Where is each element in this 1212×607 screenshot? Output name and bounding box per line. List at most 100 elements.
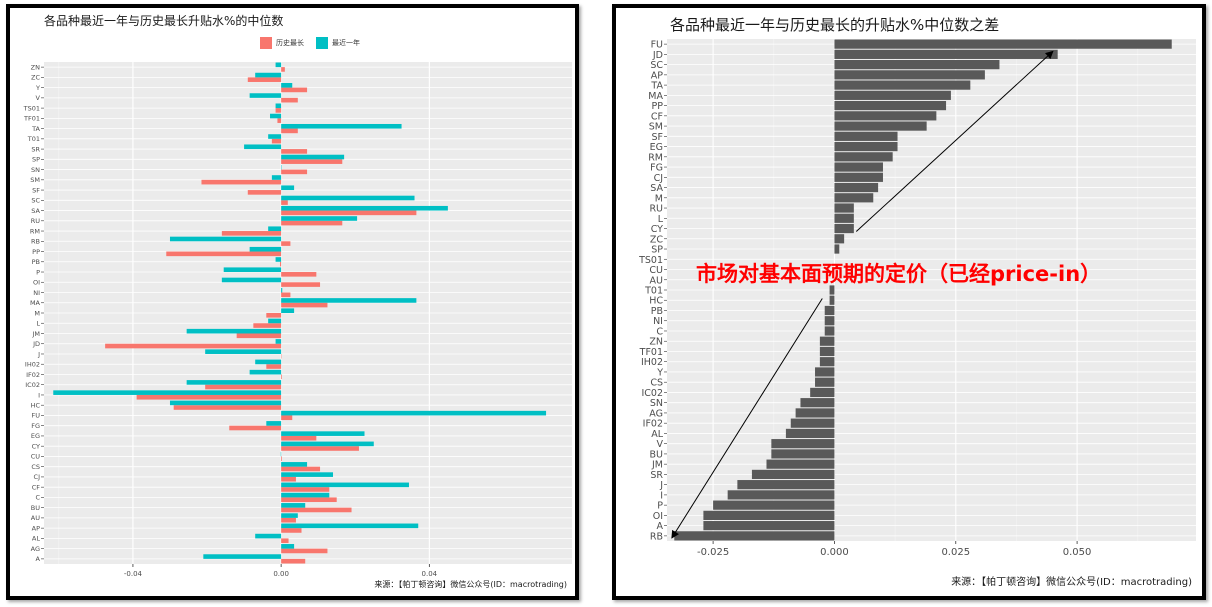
bar-diff-fg bbox=[834, 162, 883, 172]
right-category-label: ZN bbox=[649, 337, 663, 348]
bar-history-cs bbox=[281, 466, 321, 472]
right-category-label: JM bbox=[651, 460, 663, 471]
bar-diff-t01 bbox=[829, 285, 835, 295]
bar-diff-sf bbox=[834, 131, 898, 141]
left-chart-svg: -0.04 0.00 0.04 ZN ZC YV TS01 TF01 TA T01 SR SP SN SM… bbox=[23, 62, 572, 578]
bar-history-m bbox=[266, 313, 282, 318]
bar-recent-ta bbox=[281, 123, 402, 129]
bar-history-ta bbox=[281, 128, 298, 134]
bar-diff-c bbox=[824, 326, 835, 336]
bar-recent-zc bbox=[255, 72, 282, 78]
left-category-label: SF bbox=[32, 186, 40, 194]
right-category-label: CS bbox=[650, 378, 663, 389]
bar-history-au bbox=[281, 517, 296, 523]
bar-recent-cf bbox=[281, 482, 409, 488]
left-category-label: SN bbox=[31, 166, 40, 174]
bar-history-t01 bbox=[271, 138, 282, 144]
bar-recent-if02 bbox=[249, 369, 282, 375]
bar-history-sn bbox=[281, 169, 308, 175]
bar-recent-p bbox=[223, 267, 282, 273]
bar-recent-fg bbox=[266, 421, 282, 426]
bar-recent-cy bbox=[281, 441, 374, 447]
left-category-label: I bbox=[38, 391, 40, 399]
bar-diff-cj bbox=[834, 172, 883, 182]
right-category-label: C bbox=[656, 326, 663, 337]
right-chart-source: 来源：【帕丁顿咨询】微信公众号(ID：macrotrading) bbox=[951, 577, 1192, 588]
bar-diff-jd bbox=[834, 49, 1058, 59]
right-chart-title: 各品种最近一年与历史最长的升贴水%中位数之差 bbox=[670, 16, 1000, 34]
left-chart-legend: 历史最长 最近一年 bbox=[260, 36, 372, 50]
bar-diff-ag bbox=[795, 408, 835, 418]
bar-history-eg bbox=[281, 435, 317, 441]
right-category-label: M bbox=[655, 193, 663, 204]
left-category-label: TF01 bbox=[23, 115, 40, 123]
bar-recent-ih02 bbox=[255, 359, 282, 365]
left-x-tick-label: -0.04 bbox=[124, 570, 143, 578]
bar-diff-pp bbox=[834, 100, 947, 111]
right-category-label: PP bbox=[652, 101, 664, 112]
right-category-label: NI bbox=[653, 316, 663, 327]
bar-recent-sf bbox=[281, 185, 295, 191]
right-category-label: AP bbox=[651, 70, 663, 81]
right-category-label: SF bbox=[652, 132, 664, 143]
right-category-label: A bbox=[657, 521, 664, 532]
bar-recent-oi bbox=[221, 277, 282, 283]
bar-recent-ap bbox=[281, 523, 419, 529]
right-category-label: CY bbox=[651, 224, 663, 235]
bar-diff-ru bbox=[834, 203, 854, 213]
bar-history-cj bbox=[281, 476, 296, 482]
bar-recent-i bbox=[53, 390, 282, 395]
bar-recent-m bbox=[281, 308, 295, 313]
bar-history-c bbox=[281, 497, 337, 503]
bar-history-y bbox=[281, 87, 308, 93]
bar-recent-c bbox=[281, 492, 330, 498]
bar-diff-oi bbox=[703, 510, 835, 520]
left-category-label: EG bbox=[31, 432, 40, 440]
bar-history-ih02 bbox=[266, 364, 282, 369]
right-category-label: TA bbox=[650, 81, 663, 92]
bar-diff-hc bbox=[829, 295, 835, 305]
bar-diff-m bbox=[834, 193, 874, 203]
right-x-tick-label: -0.025 bbox=[697, 547, 729, 558]
right-category-label: MA bbox=[648, 91, 663, 102]
left-category-label: OI bbox=[33, 279, 40, 287]
right-category-label: SR bbox=[650, 470, 663, 481]
bar-recent-cj bbox=[281, 472, 334, 477]
left-category-label: FG bbox=[31, 422, 40, 430]
left-x-tick-label: 0.00 bbox=[273, 570, 289, 578]
bar-recent-jm bbox=[186, 328, 282, 334]
left-category-label: TA bbox=[31, 125, 40, 133]
bar-history-cy bbox=[281, 446, 359, 451]
bar-recent-ag bbox=[281, 544, 295, 549]
bar-history-jd bbox=[105, 343, 282, 349]
bar-history-sc bbox=[281, 200, 288, 205]
right-category-label: AG bbox=[649, 408, 663, 419]
right-category-label: IF02 bbox=[643, 419, 663, 430]
bar-recent-cs bbox=[281, 462, 308, 467]
bar-history-fg bbox=[229, 425, 282, 431]
bar-history-ma bbox=[281, 302, 328, 308]
legend-label-recent: 最近一年 bbox=[332, 39, 360, 47]
bar-recent-j bbox=[205, 349, 282, 354]
bar-history-v bbox=[281, 97, 298, 103]
right-category-label: IH02 bbox=[641, 357, 663, 368]
left-chart-source: 来源：【帕丁顿咨询】微信公众号(ID：macrotrading) bbox=[374, 580, 567, 589]
bar-history-p bbox=[281, 272, 317, 277]
left-category-label: SR bbox=[31, 145, 40, 153]
bar-recent-au bbox=[281, 513, 298, 518]
bar-history-l bbox=[253, 323, 282, 328]
left-category-label: ZC bbox=[31, 74, 40, 82]
right-category-label: ZC bbox=[650, 234, 664, 245]
bar-history-rb bbox=[281, 241, 291, 246]
left-category-label: A bbox=[36, 555, 41, 563]
bar-recent-rm bbox=[268, 226, 282, 232]
bar-diff-l bbox=[834, 213, 854, 223]
bar-history-pp bbox=[166, 251, 282, 257]
bar-diff-eg bbox=[834, 141, 898, 152]
left-category-label: SP bbox=[32, 156, 40, 164]
left-category-label: FU bbox=[32, 412, 41, 420]
left-category-label: CU bbox=[31, 453, 41, 461]
bar-diff-cs bbox=[815, 377, 835, 387]
bar-diff-cf bbox=[834, 111, 937, 121]
left-category-label: SA bbox=[31, 207, 40, 215]
